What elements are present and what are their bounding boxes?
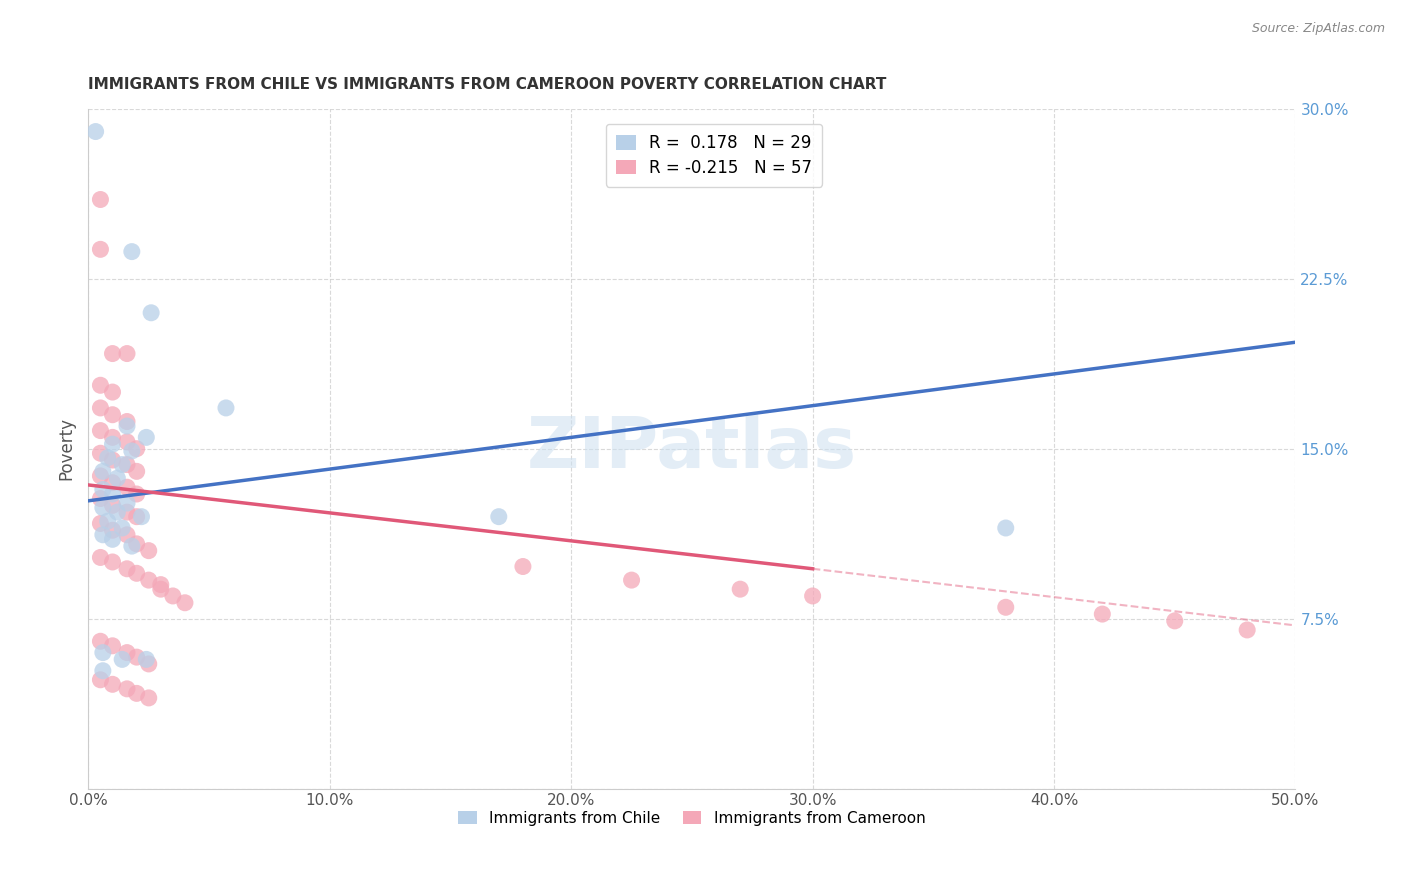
Point	[84, 124, 107, 138]
Point	[138, 657, 160, 671]
Point	[115, 505, 138, 519]
Point	[115, 434, 138, 449]
Point	[125, 686, 148, 700]
Point	[125, 566, 148, 581]
Point	[121, 244, 143, 259]
Point	[91, 483, 114, 497]
Point	[115, 562, 138, 576]
Point	[89, 673, 111, 687]
Text: ZIPatlas: ZIPatlas	[527, 414, 858, 483]
Point	[135, 652, 157, 666]
Point	[89, 634, 111, 648]
Point	[111, 458, 134, 472]
Point	[994, 600, 1017, 615]
Point	[101, 555, 124, 569]
Point	[174, 596, 197, 610]
Point	[121, 539, 143, 553]
Point	[101, 385, 124, 400]
Point	[125, 509, 148, 524]
Point	[105, 471, 128, 485]
Point	[91, 464, 114, 478]
Point	[101, 533, 124, 547]
Point	[105, 505, 128, 519]
Point	[101, 487, 124, 501]
Point	[101, 475, 124, 490]
Point	[111, 521, 134, 535]
Point	[91, 528, 114, 542]
Y-axis label: Poverty: Poverty	[58, 417, 75, 480]
Point	[97, 514, 120, 528]
Point	[101, 639, 124, 653]
Point	[149, 582, 172, 596]
Point	[138, 573, 160, 587]
Text: Source: ZipAtlas.com: Source: ZipAtlas.com	[1251, 22, 1385, 36]
Point	[215, 401, 238, 415]
Point	[162, 589, 184, 603]
Point	[138, 543, 160, 558]
Point	[101, 453, 124, 467]
Text: IMMIGRANTS FROM CHILE VS IMMIGRANTS FROM CAMEROON POVERTY CORRELATION CHART: IMMIGRANTS FROM CHILE VS IMMIGRANTS FROM…	[89, 78, 887, 93]
Point	[488, 509, 510, 524]
Point	[101, 408, 124, 422]
Point	[135, 430, 157, 444]
Point	[101, 499, 124, 513]
Point	[89, 193, 111, 207]
Point	[115, 528, 138, 542]
Point	[97, 450, 120, 465]
Point	[91, 500, 114, 515]
Point	[125, 537, 148, 551]
Point	[111, 652, 134, 666]
Point	[89, 424, 111, 438]
Point	[115, 681, 138, 696]
Point	[115, 646, 138, 660]
Point	[115, 419, 138, 434]
Point	[91, 646, 114, 660]
Point	[121, 444, 143, 458]
Point	[89, 446, 111, 460]
Point	[994, 521, 1017, 535]
Point	[101, 346, 124, 360]
Point	[125, 442, 148, 456]
Point	[728, 582, 751, 596]
Point	[89, 516, 111, 531]
Point	[125, 464, 148, 478]
Legend: Immigrants from Chile, Immigrants from Cameroon: Immigrants from Chile, Immigrants from C…	[453, 805, 932, 832]
Point	[115, 346, 138, 360]
Point	[89, 378, 111, 392]
Point	[89, 401, 111, 415]
Point	[101, 523, 124, 537]
Point	[91, 664, 114, 678]
Point	[149, 577, 172, 591]
Point	[89, 550, 111, 565]
Point	[1091, 607, 1114, 621]
Point	[620, 573, 643, 587]
Point	[138, 690, 160, 705]
Point	[139, 306, 162, 320]
Point	[125, 650, 148, 665]
Point	[89, 243, 111, 257]
Point	[115, 496, 138, 510]
Point	[101, 677, 124, 691]
Point	[131, 509, 153, 524]
Point	[101, 437, 124, 451]
Point	[101, 430, 124, 444]
Point	[1236, 623, 1258, 637]
Point	[125, 487, 148, 501]
Point	[115, 415, 138, 429]
Point	[115, 480, 138, 494]
Point	[1164, 614, 1187, 628]
Point	[801, 589, 824, 603]
Point	[512, 559, 534, 574]
Point	[89, 491, 111, 506]
Point	[89, 469, 111, 483]
Point	[115, 458, 138, 472]
